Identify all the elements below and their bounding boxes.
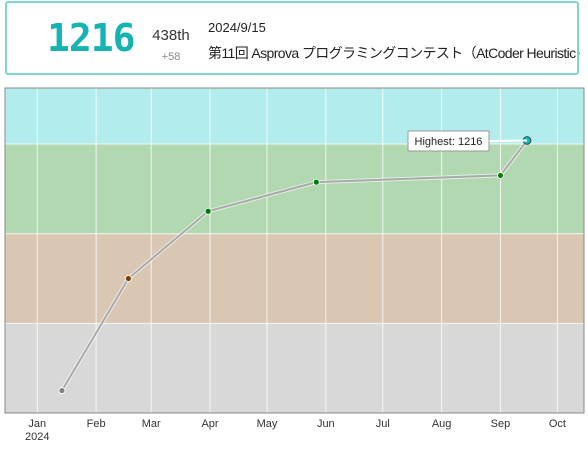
- x-tick-jul: Jul: [376, 418, 390, 430]
- rank-text: 438th: [152, 27, 190, 44]
- x-tick-oct: Oct: [549, 418, 566, 430]
- rating-diff: +58: [161, 51, 181, 63]
- highest-label: Highest: 1216: [415, 136, 483, 148]
- rating-point-1[interactable]: [124, 275, 132, 282]
- x-tick-sep: Sep: [491, 418, 511, 430]
- x-tick-year: 2024: [25, 431, 49, 443]
- x-tick-aug: Aug: [432, 418, 452, 430]
- x-tick-feb: Feb: [87, 418, 106, 430]
- rating-point-4[interactable]: [497, 172, 504, 179]
- contest-date: 2024/9/15: [208, 20, 266, 35]
- x-tick-apr: Apr: [201, 418, 218, 430]
- rating-value: 1216: [47, 16, 136, 60]
- highest-pointer-line: [488, 139, 528, 142]
- rating-band-3: [5, 88, 584, 145]
- rating-point-3[interactable]: [312, 178, 320, 186]
- plot-frame: [4, 87, 585, 414]
- rating-point-2[interactable]: [204, 207, 212, 215]
- highest-label-box: [407, 130, 490, 152]
- x-tick-mar: Mar: [142, 418, 161, 430]
- rating-band-0: [5, 323, 584, 413]
- rating-band-1: [5, 233, 584, 324]
- rating-line: [61, 139, 528, 392]
- x-tick-may: May: [257, 418, 278, 430]
- x-tick-jun: Jun: [317, 418, 335, 430]
- rating-point-0[interactable]: [58, 387, 66, 394]
- contest-name-link[interactable]: 第11回 Asprova プログラミングコンテスト（AtCoder Heuris…: [208, 45, 580, 61]
- contest-info-card: 1216 438th +58 2024/9/15 第11回 Asprova プロ…: [5, 1, 580, 75]
- x-tick-jan: Jan: [28, 418, 46, 430]
